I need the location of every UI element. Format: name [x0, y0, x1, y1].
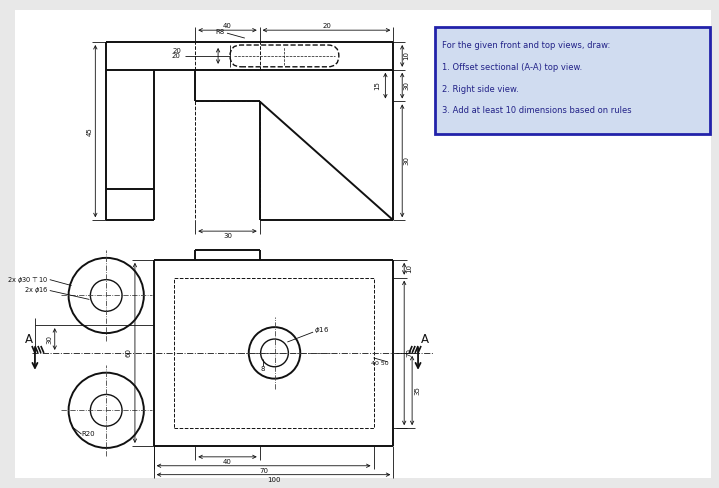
- Text: 10: 10: [406, 264, 412, 273]
- Text: 8: 8: [260, 366, 265, 372]
- Text: A: A: [25, 332, 33, 346]
- Text: For the given front and top views, draw:: For the given front and top views, draw:: [441, 41, 610, 50]
- Text: 3. Add at least 10 dimensions based on rules: 3. Add at least 10 dimensions based on r…: [441, 106, 631, 115]
- Text: 20: 20: [171, 53, 180, 59]
- Text: 20: 20: [322, 23, 331, 29]
- Text: 100: 100: [267, 477, 280, 483]
- Text: 30: 30: [403, 81, 409, 90]
- Text: 10: 10: [403, 51, 409, 61]
- Text: 70: 70: [406, 348, 412, 357]
- Text: 60: 60: [126, 348, 132, 357]
- FancyBboxPatch shape: [435, 27, 710, 134]
- Text: 30: 30: [47, 335, 52, 344]
- Text: 40: 40: [223, 459, 232, 465]
- Text: 2. Right side view.: 2. Right side view.: [441, 84, 518, 94]
- Text: 15: 15: [375, 81, 380, 90]
- Text: $\phi$16: $\phi$16: [314, 325, 329, 335]
- Text: 1. Offset sectional (A-A) top view.: 1. Offset sectional (A-A) top view.: [441, 63, 582, 72]
- Text: 40: 40: [223, 23, 232, 29]
- Text: 2x $\phi$30$\top$10: 2x $\phi$30$\top$10: [7, 275, 49, 285]
- Text: R20: R20: [81, 431, 95, 437]
- Text: 30: 30: [403, 156, 409, 165]
- Text: 2x $\phi$16: 2x $\phi$16: [24, 285, 49, 295]
- Text: R8: R8: [216, 29, 224, 35]
- Text: 35: 35: [414, 386, 420, 395]
- Text: 40 50: 40 50: [371, 361, 388, 366]
- Bar: [173, 278, 373, 428]
- Text: 30: 30: [223, 233, 232, 239]
- Text: A: A: [421, 332, 429, 346]
- Text: 20: 20: [172, 48, 181, 54]
- Text: 45: 45: [86, 127, 92, 136]
- Text: 70: 70: [259, 468, 268, 474]
